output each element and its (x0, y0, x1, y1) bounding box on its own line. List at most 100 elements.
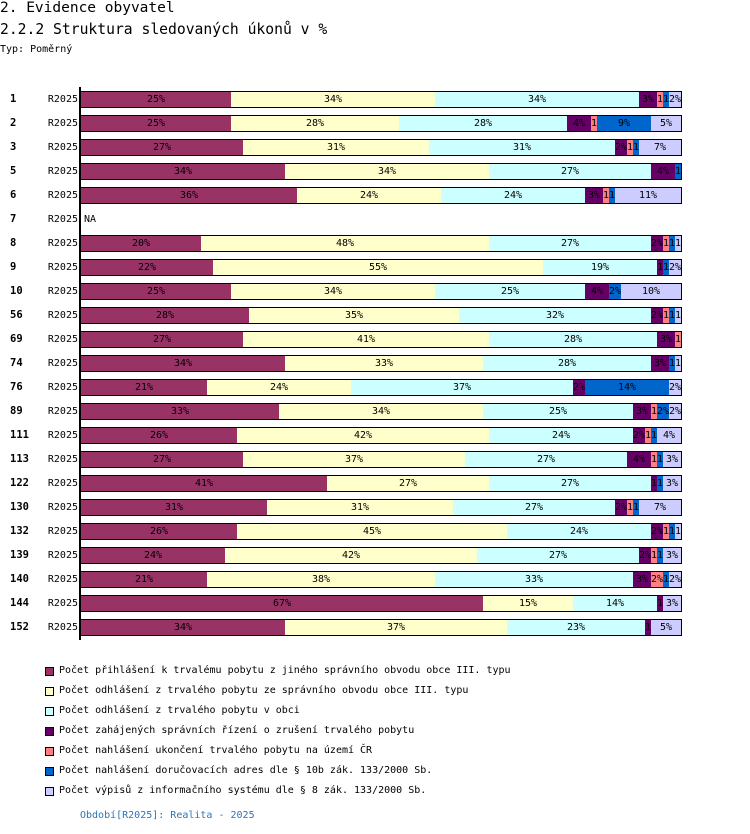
row-label-period: R2025 (47, 382, 78, 393)
bar-segment-label: 38% (311, 574, 331, 585)
bar-segment-series-3: 27% (489, 475, 652, 492)
bar-segment-series-3: 28% (399, 115, 568, 132)
bar-segment-series-2: 33% (285, 355, 484, 372)
bar-segment-label: 1% (669, 238, 676, 249)
bar-segment-label: 1% (645, 430, 652, 441)
bar-segment-label: 27% (152, 142, 172, 153)
bar-segment-series-3: 25% (483, 403, 634, 420)
bar-segment-label: 1% (663, 94, 670, 105)
bar-segment-label: 26% (149, 526, 169, 537)
bar-segment-label: 27% (152, 334, 172, 345)
bar-segment-label: 31% (350, 502, 370, 513)
bar-segment-series-6: 1% (675, 163, 682, 180)
bar-segment-label: 24% (551, 430, 571, 441)
bar-segment-series-1: 21% (81, 379, 208, 396)
bar-segment-series-3: 32% (459, 307, 652, 324)
row-label-id: 10 (10, 285, 23, 297)
bar-segment-label: 10% (641, 286, 661, 297)
bar-segment-label: 14% (617, 382, 637, 393)
bar-segment-series-7: 7% (639, 139, 682, 156)
bar-segment-series-1: 27% (81, 139, 244, 156)
bar-segment-label: 34% (527, 94, 547, 105)
bar-segment-series-7: 3% (663, 451, 682, 468)
bar-segment-series-2: 34% (231, 91, 436, 108)
bar-segment-series-3: 27% (477, 547, 640, 564)
bar-segment-series-7: 1% (675, 523, 682, 540)
bar-segment-series-1: 25% (81, 283, 232, 300)
bar-segment-label: 34% (173, 166, 193, 177)
row-label-id: 56 (10, 309, 23, 321)
bar-segment-label: 1% (651, 430, 658, 441)
bar-segment-label: 3% (665, 598, 679, 609)
row-label-period: R2025 (47, 214, 78, 225)
bar-segment-series-7: 2% (669, 259, 682, 276)
bar-segment-series-7: 2% (669, 403, 682, 420)
bar-segment-series-2: 31% (267, 499, 454, 516)
bar-segment-label: 3% (641, 94, 655, 105)
row-label-id: 132 (10, 525, 29, 537)
bar-segment-series-2: 27% (327, 475, 490, 492)
row-label-id: 74 (10, 357, 23, 369)
bar-segment-label: 2% (669, 574, 682, 585)
bar-segment-label: 55% (368, 262, 388, 273)
legend-swatch-icon (45, 687, 54, 696)
bar-segment-label: 1% (675, 238, 682, 249)
bar-segment-label: 2% (669, 94, 682, 105)
bar-segment-series-2: 35% (249, 307, 460, 324)
bar-segment-series-1: 34% (81, 619, 286, 636)
bar-segment-label: 42% (341, 550, 361, 561)
bar-segment-series-1: 24% (81, 547, 226, 564)
row-label-period: R2025 (47, 190, 78, 201)
bar-segment-series-7: 2% (669, 379, 682, 396)
bar-segment-label: 1% (663, 526, 670, 537)
bar-segment-label: 27% (398, 478, 418, 489)
bar-segment-label: 1% (627, 142, 634, 153)
bar-segment-series-7: 3% (663, 595, 682, 612)
bar-segment-series-1: 25% (81, 115, 232, 132)
bar-segment-label: 15% (518, 598, 538, 609)
row-label-period: R2025 (47, 166, 78, 177)
bar-segment-label: 21% (134, 574, 154, 585)
bar-segment-series-7: 10% (621, 283, 682, 300)
bar-segment-label: 36% (179, 190, 199, 201)
bar-segment-series-1: 28% (81, 307, 250, 324)
bar-segment-label: 27% (152, 454, 172, 465)
bar-segment-series-3: 27% (453, 499, 616, 516)
bar-segment-label: 2% (669, 262, 682, 273)
row-label-period: R2025 (47, 598, 78, 609)
row-label-id: 6 (10, 189, 17, 201)
bar-segment-label: 2% (633, 430, 646, 441)
row-label-period: R2025 (47, 502, 78, 513)
bar-segment-series-6: 14% (585, 379, 670, 396)
row-label-period: R2025 (47, 478, 78, 489)
legend-swatch-icon (45, 707, 54, 716)
bar-segment-series-1: 34% (81, 355, 286, 372)
row-label-id: 5 (10, 165, 17, 177)
row-label-id: 76 (10, 381, 23, 393)
bar-segment-series-1: 31% (81, 499, 268, 516)
bar-segment-series-1: 21% (81, 571, 208, 588)
bar-segment-series-4: 4% (567, 115, 592, 132)
bar-segment-label: 1% (663, 574, 670, 585)
bar-segment-label: 2% (657, 406, 670, 417)
bar-segment-series-2: 42% (237, 427, 490, 444)
bar-segment-label: 11% (638, 190, 658, 201)
bar-segment-series-3: 28% (483, 355, 652, 372)
bar-segment-series-2: 48% (201, 235, 490, 252)
bar-segment-series-7: 5% (651, 619, 682, 636)
bar-segment-series-1: 25% (81, 91, 232, 108)
bar-segment-label: 3% (665, 454, 679, 465)
row-label-id: 152 (10, 621, 29, 633)
bar-segment-series-3: 28% (489, 331, 658, 348)
bar-segment-series-3: 27% (489, 235, 652, 252)
bar-segment-label: 4% (632, 454, 646, 465)
bar-segment-series-1: 41% (81, 475, 328, 492)
bar-segment-label: 31% (512, 142, 532, 153)
bar-segment-label: 4% (590, 286, 604, 297)
bar-segment-label: 34% (323, 286, 343, 297)
bar-segment-label: 1% (633, 142, 640, 153)
bar-segment-label: 1% (669, 526, 676, 537)
bar-segment-series-1: 27% (81, 331, 244, 348)
bar-segment-label: 1% (627, 502, 634, 513)
bar-segment-series-4: 4% (627, 451, 652, 468)
